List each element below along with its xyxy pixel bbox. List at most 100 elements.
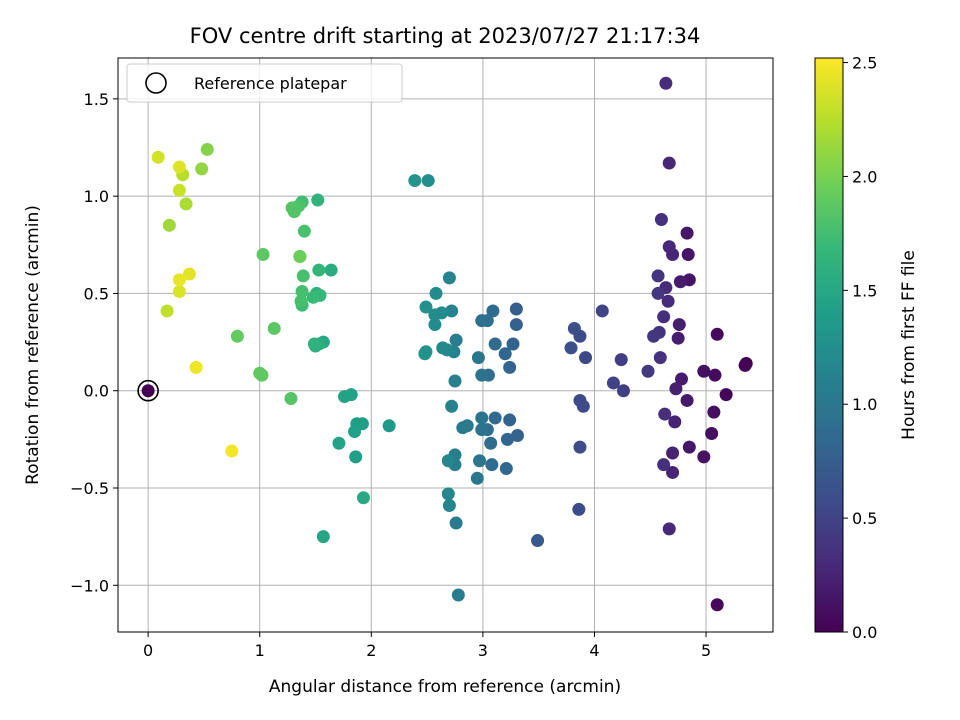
data-point <box>162 218 176 232</box>
reference-marker <box>137 379 159 402</box>
data-point <box>441 454 455 468</box>
data-point <box>172 284 186 298</box>
data-point <box>445 304 459 318</box>
data-point <box>475 368 489 382</box>
data-point <box>428 318 442 332</box>
data-point <box>661 294 675 308</box>
data-point <box>473 454 487 468</box>
data-point <box>666 465 680 479</box>
data-point <box>499 462 513 476</box>
x-tick-label: 3 <box>478 641 488 660</box>
data-point <box>484 436 498 450</box>
legend-reference-marker <box>145 72 167 94</box>
data-point <box>436 341 450 355</box>
data-point <box>225 444 239 458</box>
data-point <box>172 183 186 197</box>
data-point <box>641 364 655 378</box>
y-tick-label: 1.5 <box>84 90 109 109</box>
colorbar-tick-label: 1.0 <box>852 395 877 414</box>
data-point <box>151 150 165 164</box>
data-point <box>294 294 308 308</box>
data-point <box>573 440 587 454</box>
data-point <box>449 333 463 347</box>
y-tick-label: 1.0 <box>84 187 109 206</box>
colorbar-tick-label: 1.5 <box>852 281 877 300</box>
data-point <box>662 156 676 170</box>
data-point <box>428 308 442 322</box>
data-point <box>680 393 694 407</box>
legend-box <box>126 63 403 103</box>
data-point <box>719 388 733 402</box>
data-point <box>500 432 514 446</box>
data-point <box>503 413 517 427</box>
data-point <box>230 329 244 343</box>
data-point <box>682 440 696 454</box>
data-point <box>595 304 609 318</box>
data-point <box>284 392 298 406</box>
data-point <box>324 263 338 277</box>
data-point <box>669 382 683 396</box>
data-point <box>451 588 465 602</box>
data-point <box>182 267 196 281</box>
data-point <box>316 530 330 544</box>
data-point <box>285 201 299 215</box>
data-point <box>475 411 489 425</box>
data-point <box>408 174 422 188</box>
data-point <box>449 516 463 530</box>
data-point <box>293 249 307 263</box>
data-point <box>657 458 671 472</box>
data-point <box>647 329 661 343</box>
legend: Reference platepar <box>126 63 403 103</box>
data-point <box>672 318 686 332</box>
data-point <box>332 436 346 450</box>
x-tick-label: 2 <box>366 641 376 660</box>
data-point <box>616 384 630 398</box>
data-point <box>429 286 443 300</box>
data-point <box>509 318 523 332</box>
data-point <box>486 304 500 318</box>
data-point <box>510 428 524 442</box>
data-point <box>657 310 671 324</box>
data-point <box>707 405 721 419</box>
data-point <box>195 162 209 176</box>
data-point <box>338 390 352 404</box>
y-tick-label: −1.0 <box>70 576 109 595</box>
data-point <box>445 399 459 413</box>
data-point <box>681 248 695 262</box>
data-point <box>200 142 214 156</box>
data-point <box>506 337 520 351</box>
data-point <box>658 407 672 421</box>
data-points <box>141 76 753 612</box>
data-point <box>349 450 363 464</box>
data-point <box>456 421 470 435</box>
x-axis: 0 1 2 3 4 5 <box>143 632 711 660</box>
data-point <box>668 415 682 429</box>
data-point <box>509 302 523 316</box>
data-point <box>172 160 186 174</box>
data-point <box>470 471 484 485</box>
data-point <box>675 372 689 386</box>
y-tick-label: 0.5 <box>84 284 109 303</box>
data-point <box>419 300 433 314</box>
data-point <box>475 314 489 328</box>
x-tick-label: 0 <box>143 641 153 660</box>
colorbar-label: Hours from first FF file <box>899 250 919 440</box>
data-point <box>705 427 719 441</box>
data-point <box>659 76 673 90</box>
data-point <box>654 212 668 226</box>
x-tick-label: 1 <box>255 641 265 660</box>
colorbar-tick-label: 2.0 <box>852 167 877 186</box>
data-point <box>256 248 270 262</box>
data-point <box>614 353 628 367</box>
data-point <box>567 321 581 335</box>
data-point <box>710 598 724 612</box>
data-point <box>160 304 174 318</box>
data-point <box>189 360 203 374</box>
data-point <box>651 269 665 283</box>
data-point <box>179 197 193 211</box>
data-point <box>662 240 676 254</box>
data-point <box>503 360 517 374</box>
data-point <box>564 341 578 355</box>
data-point <box>296 269 310 283</box>
